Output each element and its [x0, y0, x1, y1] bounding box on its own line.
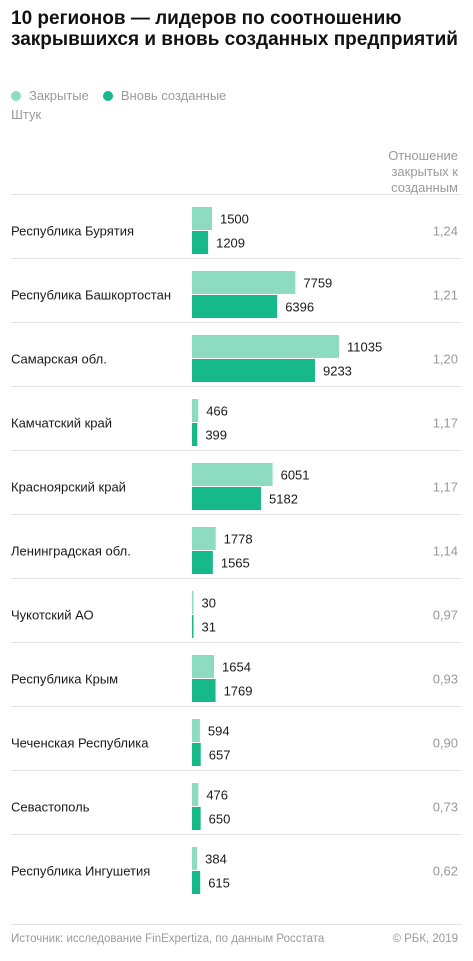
legend-item-created: Вновь созданные	[102, 88, 227, 103]
value-label-created: 657	[209, 748, 231, 763]
ratio-value: 1,14	[433, 544, 458, 559]
ratio-value: 1,17	[433, 416, 458, 431]
bar-closed	[192, 847, 198, 870]
bar-closed	[192, 527, 216, 550]
category-label: Республика Ингушетия	[11, 864, 150, 879]
bar-closed	[192, 463, 273, 486]
ratio-value: 1,20	[433, 352, 458, 367]
row-divider	[11, 386, 462, 387]
bar-closed	[192, 783, 199, 806]
bar-created	[192, 743, 201, 766]
legend-swatch-created	[102, 90, 113, 101]
ratio-value: 0,93	[433, 672, 458, 687]
category-label: Камчатский край	[11, 416, 112, 431]
legend: Закрытые Вновь созданные	[11, 88, 240, 103]
ratio-value: 1,24	[433, 224, 458, 239]
category-label: Севастополь	[11, 800, 90, 815]
row-divider	[11, 706, 462, 707]
row-divider	[11, 834, 462, 835]
legend-swatch-closed	[11, 90, 21, 101]
category-label: Самарская обл.	[11, 352, 107, 367]
legend-label-created: Вновь созданные	[120, 88, 227, 103]
category-label: Республика Бурятия	[11, 224, 134, 239]
bar-created	[192, 551, 213, 574]
bar-created	[192, 423, 198, 446]
legend-item-closed: Закрытые	[11, 88, 89, 103]
row-divider	[11, 770, 462, 771]
bar-closed	[192, 207, 212, 230]
value-label-created: 1565	[221, 556, 250, 571]
value-label-created: 31	[202, 620, 216, 635]
category-label: Чукотский АО	[11, 608, 94, 623]
value-label-closed: 1778	[224, 532, 253, 547]
value-label-closed: 1654	[222, 660, 251, 675]
ratio-value: 0,73	[433, 800, 458, 815]
unit-label: Штук	[11, 107, 42, 122]
row-divider	[11, 450, 462, 451]
value-label-closed: 30	[202, 596, 216, 611]
row-divider	[11, 642, 462, 643]
footer: Источник: исследование FinExpertiza, по …	[11, 933, 458, 945]
source-note: Источник: исследование FinExpertiza, по …	[11, 933, 325, 945]
bar-created	[192, 679, 216, 702]
ratio-value: 0,97	[433, 608, 458, 623]
value-label-closed: 1500	[220, 212, 249, 227]
bar-created	[192, 295, 278, 318]
bar-created	[192, 359, 315, 382]
footer-divider	[11, 924, 462, 925]
value-label-closed: 476	[206, 788, 228, 803]
bar-created	[192, 871, 201, 894]
ratio-value: 0,62	[433, 864, 458, 879]
category-label: Ленинградская обл.	[11, 544, 131, 559]
value-label-created: 1769	[224, 684, 253, 699]
value-label-closed: 11035	[347, 340, 382, 355]
row-divider	[11, 258, 462, 259]
copyright-credit: © РБК, 2019	[392, 933, 458, 945]
category-label: Красноярский край	[11, 480, 126, 495]
ratio-value: 1,17	[433, 480, 458, 495]
value-label-created: 6396	[285, 300, 314, 315]
bar-closed	[192, 271, 296, 294]
row-divider	[11, 514, 462, 515]
ratio-value: 1,21	[433, 288, 458, 303]
value-label-closed: 7759	[303, 276, 332, 291]
ratio-value: 0,90	[433, 736, 458, 751]
bar-closed	[192, 591, 194, 614]
row-divider	[11, 194, 462, 195]
bar-created	[192, 231, 209, 254]
value-label-created: 9233	[323, 364, 352, 379]
value-label-closed: 594	[208, 724, 230, 739]
category-label: Республика Крым	[11, 672, 118, 687]
value-label-created: 1209	[216, 236, 245, 251]
value-label-created: 615	[208, 876, 230, 891]
bar-created	[192, 807, 201, 830]
bar-closed	[192, 335, 339, 358]
chart-title: 10 регионов — лидеров по соотношению зак…	[11, 8, 458, 50]
bar-closed	[192, 655, 215, 678]
bar-closed	[192, 719, 200, 742]
bar-closed	[192, 399, 199, 422]
value-label-created: 5182	[269, 492, 298, 507]
value-label-closed: 384	[205, 852, 227, 867]
value-label-closed: 466	[206, 404, 228, 419]
row-divider	[11, 322, 462, 323]
value-label-created: 399	[205, 428, 227, 443]
ratio-column-header: Отношение закрытых к созданным	[388, 148, 458, 195]
value-label-closed: 6051	[281, 468, 310, 483]
category-label: Чеченская Республика	[11, 736, 149, 751]
bar-created	[192, 487, 262, 510]
category-label: Республика Башкортостан	[11, 288, 171, 303]
row-divider	[11, 578, 462, 579]
value-label-created: 650	[209, 812, 231, 827]
legend-label-closed: Закрытые	[29, 88, 89, 103]
bar-created	[192, 615, 194, 638]
